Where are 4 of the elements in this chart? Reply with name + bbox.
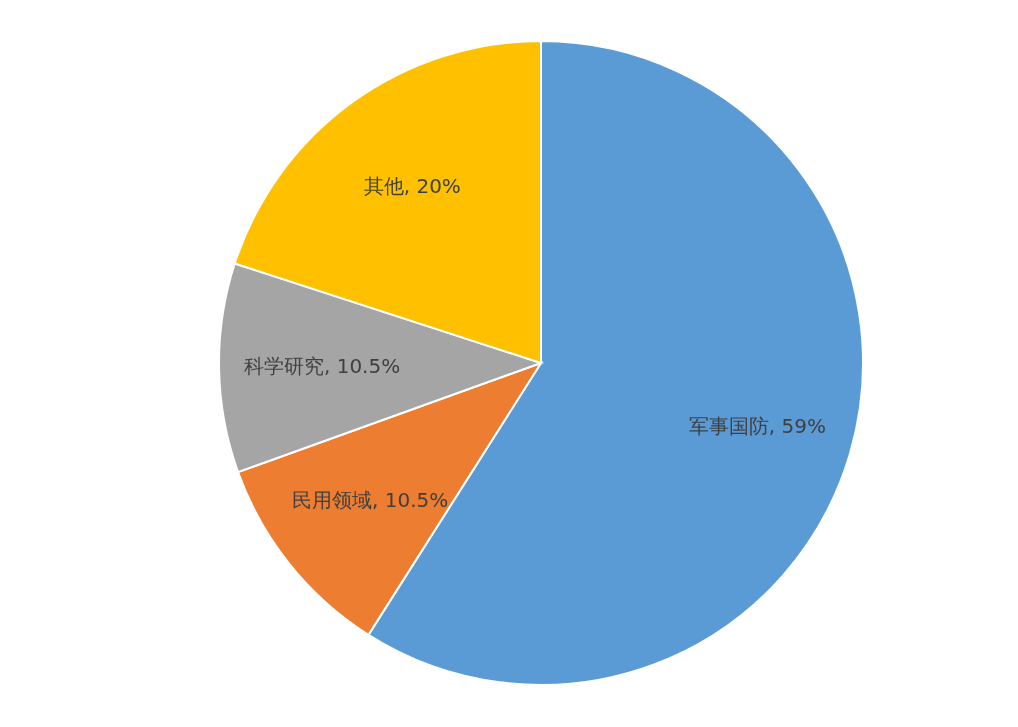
slice-label: 其他, 20% [362,172,462,200]
slice-label: 军事国防, 59% [687,412,827,440]
slice-label: 民用领域, 10.5% [291,486,450,514]
slice-label: 科学研究, 10.5% [242,353,402,381]
